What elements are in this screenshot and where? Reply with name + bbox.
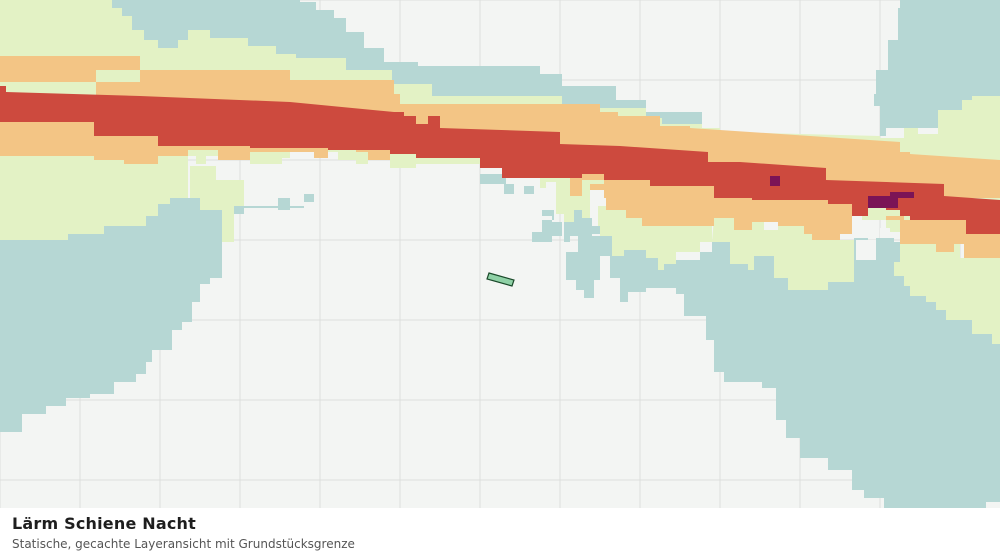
map-viewport[interactable] (0, 0, 1000, 508)
parcel-boundary[interactable] (486, 272, 515, 287)
layer-subtitle: Statische, gecachte Layeransicht mit Gru… (12, 537, 355, 551)
noise-zone-purple (770, 176, 914, 208)
layer-title: Lärm Schiene Nacht (12, 514, 196, 533)
noise-zone-red (0, 86, 1000, 234)
map-gaps (590, 190, 890, 260)
noise-zone-teal (0, 0, 1000, 508)
map-caption: Lärm Schiene Nacht Statische, gecachte L… (0, 508, 1000, 560)
